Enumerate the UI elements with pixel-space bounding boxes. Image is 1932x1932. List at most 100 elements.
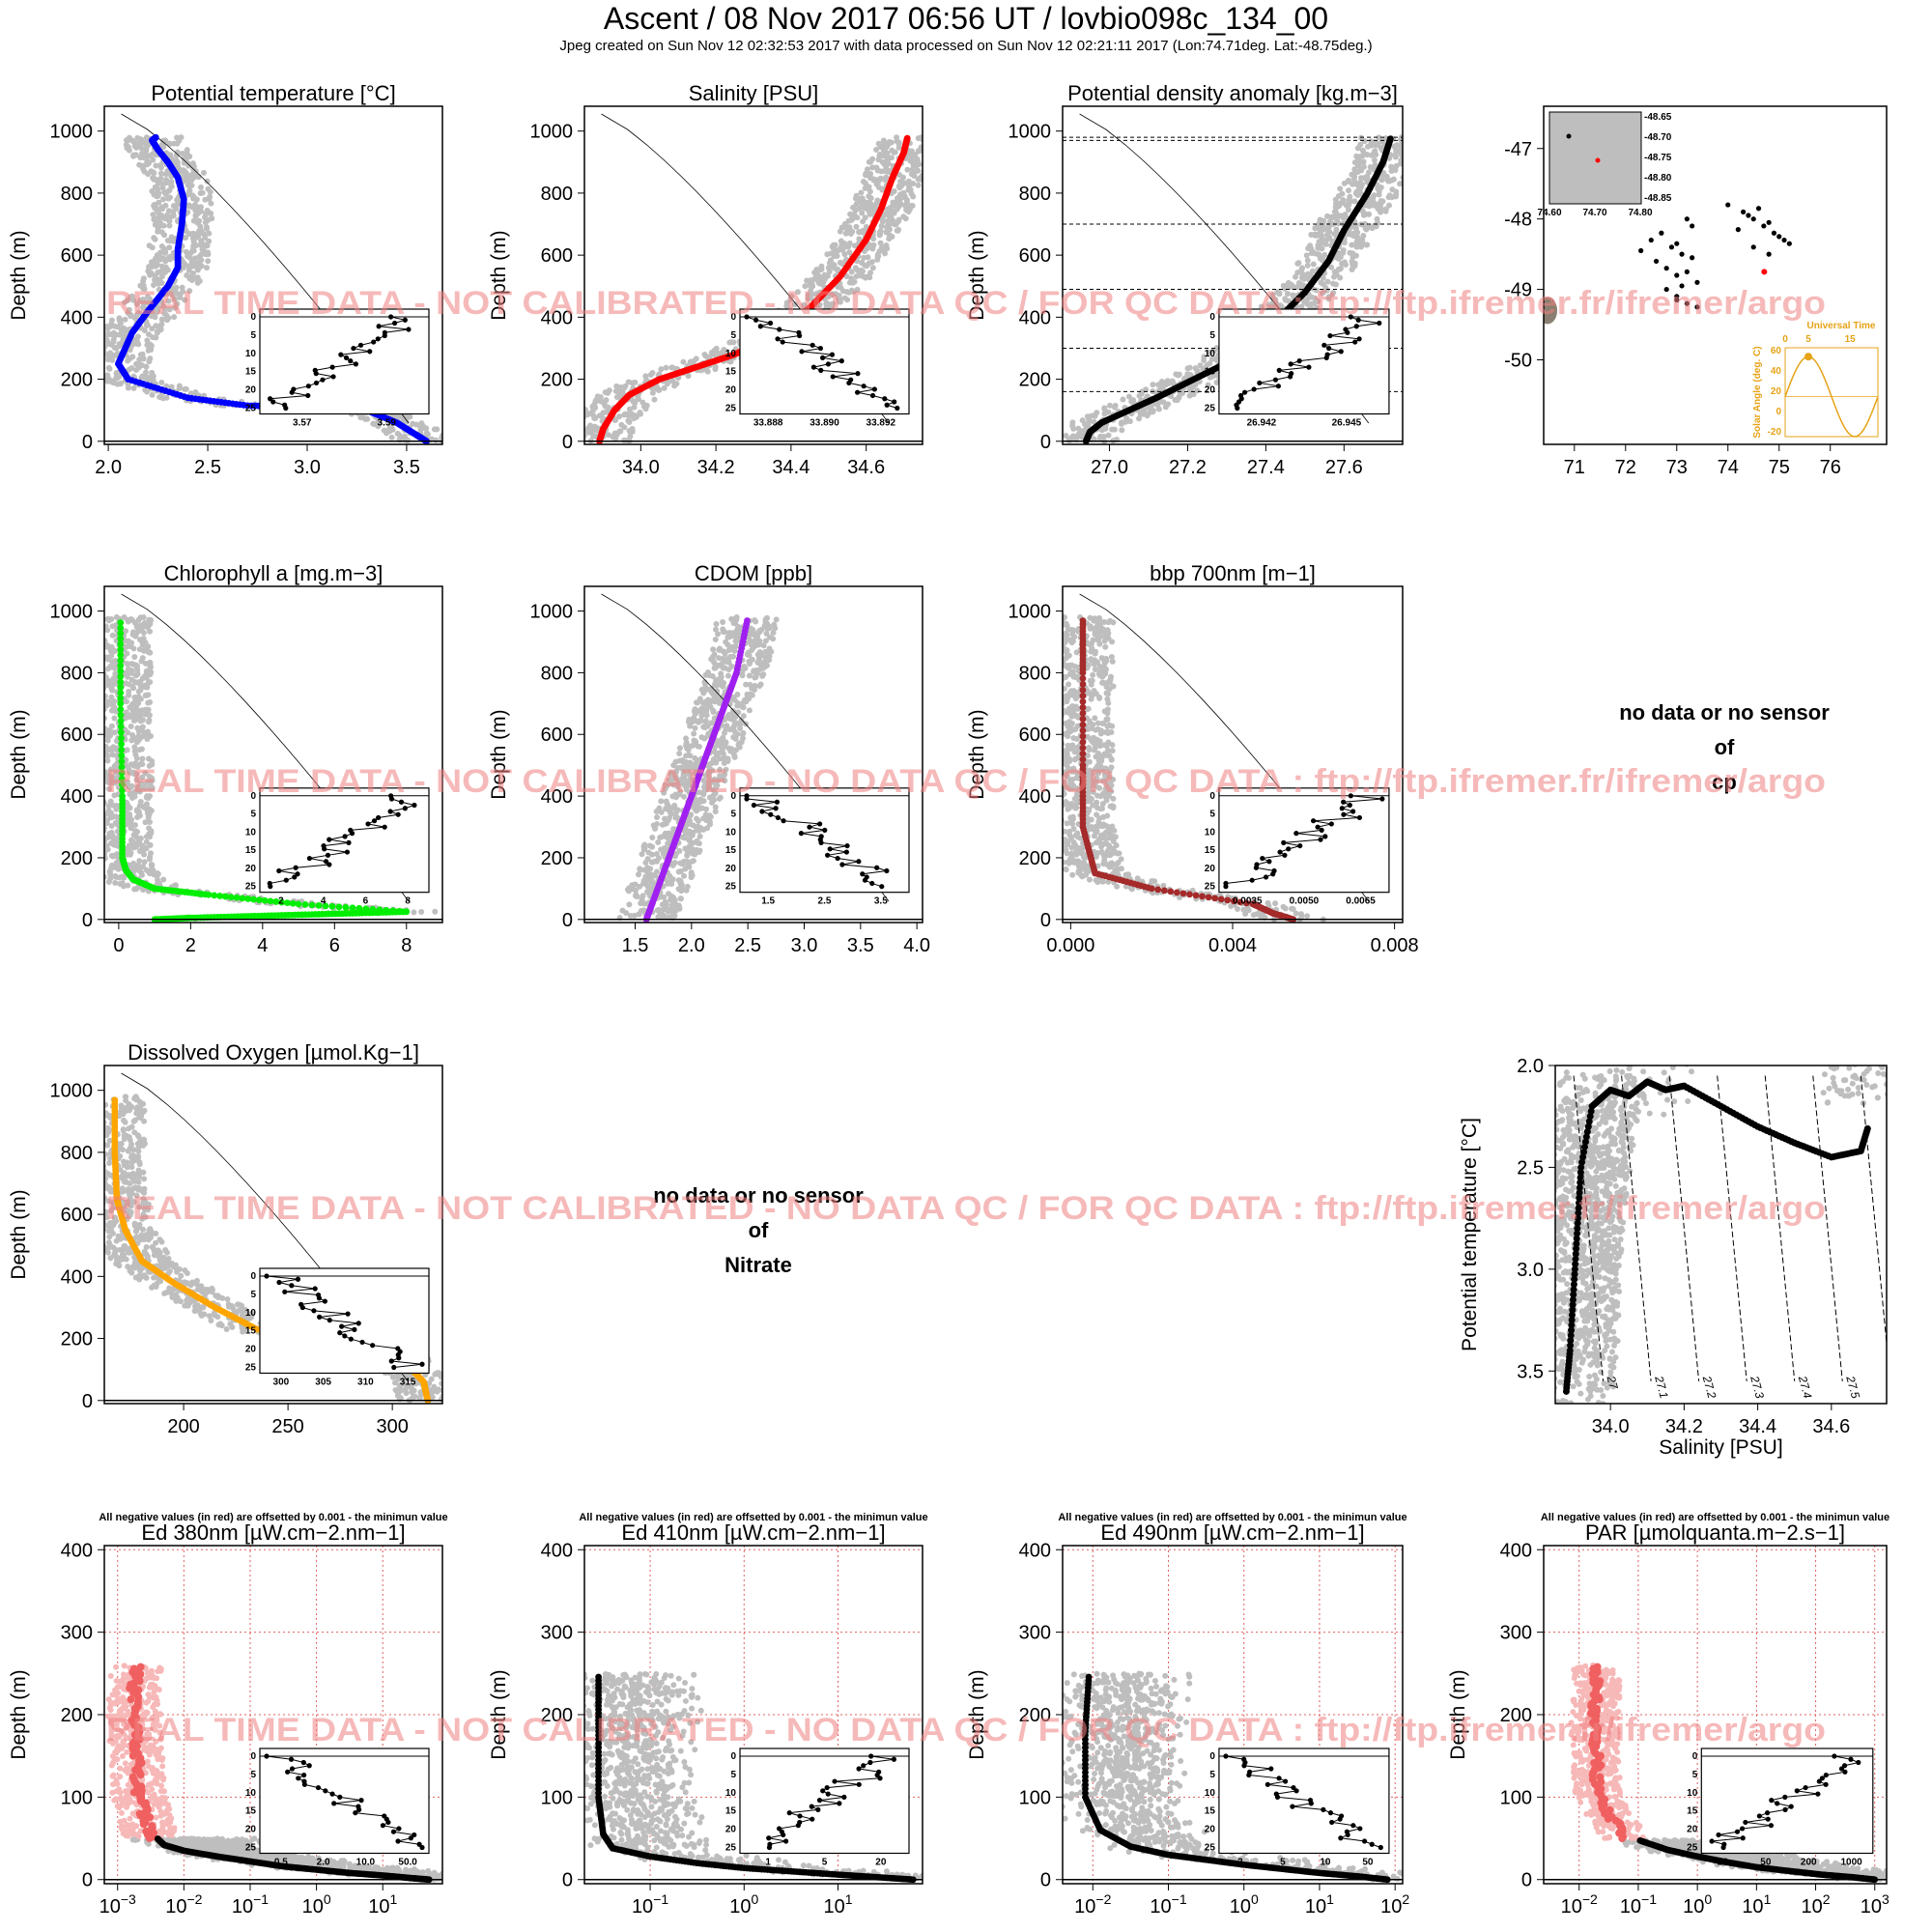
archive-point: [879, 214, 886, 221]
archive-point: [109, 701, 116, 708]
archive-point: [1413, 138, 1419, 144]
archive-point: [149, 391, 156, 398]
profile-point: [396, 907, 404, 915]
archive-point: [164, 317, 171, 324]
archive-point: [1125, 393, 1132, 400]
archive-point: [149, 372, 156, 379]
inset-y-tick-label: 15: [725, 367, 737, 378]
archive-point: [131, 139, 138, 146]
solar-x-tick-label: 5: [1805, 334, 1811, 345]
inset-line: [384, 328, 410, 333]
archive-point: [147, 355, 154, 362]
archive-point: [915, 135, 922, 142]
archive-point: [98, 714, 103, 720]
archive-point: [93, 621, 99, 627]
float-position: [1674, 241, 1680, 246]
archive-point: [170, 140, 177, 147]
archive-point: [1334, 216, 1341, 223]
archive-point: [128, 849, 134, 856]
archive-point: [364, 415, 371, 422]
y-tick-label: 200: [541, 370, 573, 391]
x-tick-label: 34.2: [697, 457, 735, 478]
archive-point: [903, 196, 910, 203]
profile-point: [117, 723, 125, 730]
panel-sal: 34.0 34.2 34.4 34.602004006008001000Salinit…: [488, 81, 929, 478]
archive-point: [104, 644, 106, 651]
float-position: [1781, 237, 1787, 243]
archive-point: [1119, 427, 1125, 434]
archive-point: [127, 784, 133, 791]
archive-point: [1109, 426, 1116, 433]
archive-point: [1405, 152, 1410, 157]
archive-point: [147, 659, 154, 666]
archive-point: [143, 838, 150, 845]
archive-point: [1367, 142, 1374, 149]
y-tick-label: 1000: [530, 122, 574, 143]
archive-point: [875, 140, 882, 147]
archive-point: [188, 182, 195, 188]
locator-y-tick-label: -48.80: [1644, 173, 1672, 184]
archive-point: [1308, 232, 1315, 239]
archive-point: [613, 387, 620, 394]
archive-point: [182, 261, 188, 268]
archive-point: [207, 188, 213, 195]
archive-point: [104, 811, 108, 818]
archive-point: [142, 805, 149, 811]
profile-point: [403, 908, 411, 916]
archive-point: [1166, 379, 1173, 385]
y-tick-label: 800: [541, 184, 573, 205]
archive-point: [843, 273, 850, 280]
inset-line: [340, 351, 370, 355]
x-tick-label: 27.4: [1247, 457, 1285, 478]
archive-point: [829, 261, 836, 268]
archive-point: [814, 270, 821, 277]
archive-point: [783, 299, 790, 306]
archive-point: [417, 426, 424, 433]
profile-point: [211, 892, 218, 899]
y-tick-label: 200: [61, 370, 93, 391]
inset-line: [848, 382, 865, 387]
archive-point: [199, 189, 206, 196]
archive-point: [137, 136, 144, 143]
archive-point: [206, 238, 213, 244]
archive-point: [130, 645, 137, 652]
archive-point: [910, 153, 917, 159]
float-position: [1659, 230, 1664, 236]
archive-point: [809, 292, 815, 298]
archive-point: [205, 249, 212, 256]
archive-point: [96, 842, 101, 848]
inset-x-tick-label: 33.888: [753, 418, 783, 429]
archive-point: [923, 148, 929, 154]
archive-point: [121, 874, 128, 881]
profile-point: [222, 893, 229, 900]
archive-point: [131, 744, 138, 751]
profile-point: [342, 903, 350, 911]
archive-point: [1349, 267, 1355, 273]
inset-y-tick-label: 0: [250, 312, 256, 323]
archive-point: [105, 807, 112, 813]
archive-point: [125, 297, 131, 303]
archive-point: [162, 180, 169, 186]
profile-point: [383, 906, 390, 914]
archive-point: [96, 769, 101, 775]
archive-point: [856, 205, 863, 212]
archive-point: [97, 630, 102, 636]
archive-point: [146, 755, 153, 762]
inset-line: [315, 366, 333, 371]
float-position: [1755, 206, 1762, 212]
archive-point: [1055, 435, 1061, 440]
solar-y-tick-label: 20: [1771, 386, 1782, 397]
inset-x-tick-label: 33.890: [810, 418, 839, 429]
archive-point: [155, 192, 161, 199]
float-position: [1694, 304, 1700, 310]
archive-point: [145, 159, 152, 166]
archive-point: [1211, 355, 1218, 362]
archive-point: [1378, 177, 1385, 184]
archive-point: [1346, 187, 1352, 194]
archive-point: [140, 641, 147, 648]
archive-point: [1382, 208, 1389, 214]
x-tick-label: 2: [185, 935, 196, 956]
archive-point: [150, 212, 156, 218]
archive-point: [202, 235, 209, 242]
archive-point: [98, 636, 103, 641]
